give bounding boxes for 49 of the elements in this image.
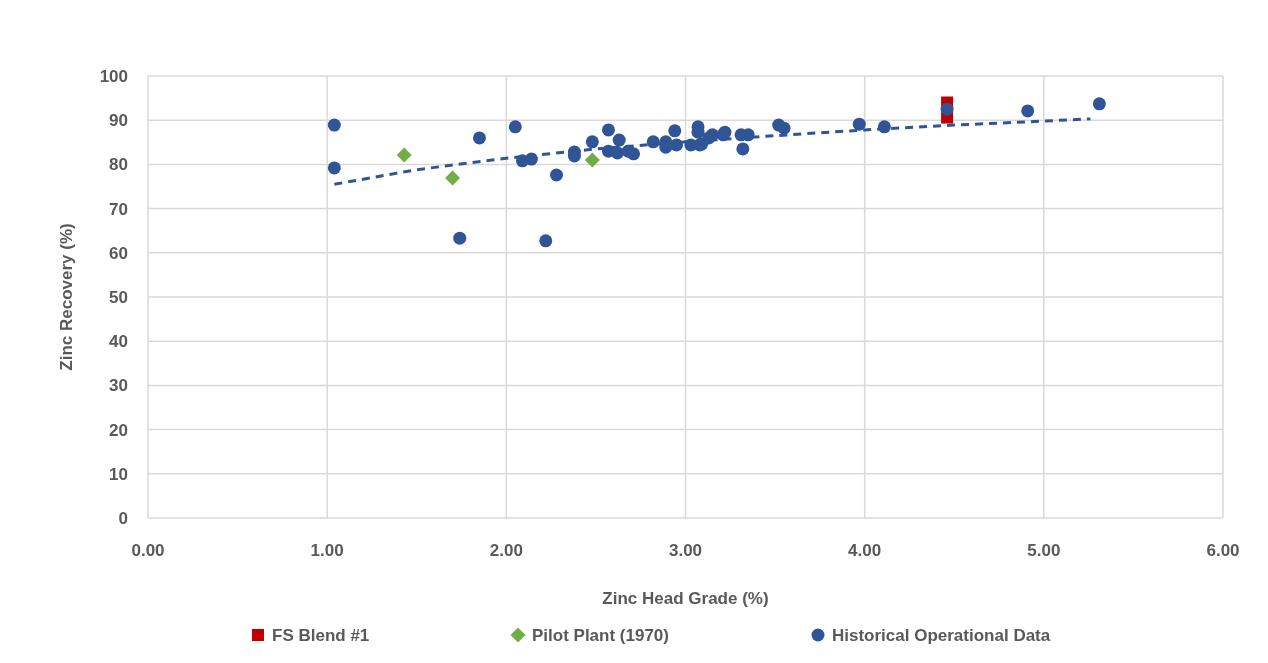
point bbox=[585, 135, 599, 149]
point bbox=[1092, 97, 1106, 111]
point bbox=[668, 124, 682, 138]
point bbox=[736, 142, 750, 156]
point bbox=[550, 168, 563, 182]
y-tick-label: 50 bbox=[109, 287, 128, 307]
y-tick-label: 80 bbox=[109, 155, 128, 175]
y-axis-title: Zinc Recovery (%) bbox=[57, 223, 76, 371]
y-tick-label: 0 bbox=[118, 508, 128, 528]
y-tick-label: 90 bbox=[109, 111, 128, 131]
x-tick-label: 2.00 bbox=[489, 541, 523, 560]
y-tick-label: 30 bbox=[109, 376, 128, 396]
y-tick-label: 10 bbox=[109, 464, 128, 484]
point bbox=[584, 152, 600, 168]
x-tick-label: 3.00 bbox=[668, 541, 703, 560]
point bbox=[670, 138, 684, 152]
legend-label: FS Blend #1 bbox=[272, 625, 370, 645]
point bbox=[445, 170, 461, 186]
point bbox=[646, 135, 660, 149]
x-tick-label: 0.00 bbox=[131, 541, 165, 560]
legend-label: Pilot Plant (1970) bbox=[532, 625, 669, 645]
point bbox=[852, 117, 866, 131]
point bbox=[1021, 104, 1035, 118]
x-axis-title: Zinc Head Grade (%) bbox=[602, 589, 769, 608]
point bbox=[327, 161, 341, 175]
point bbox=[524, 152, 538, 166]
point bbox=[472, 131, 486, 145]
y-tick-label: 40 bbox=[109, 332, 128, 352]
y-tick-label: 60 bbox=[109, 243, 128, 263]
x-tick-label: 5.00 bbox=[1027, 541, 1061, 560]
point bbox=[877, 120, 891, 134]
point bbox=[777, 121, 791, 135]
point bbox=[940, 102, 954, 116]
point bbox=[396, 147, 412, 163]
point bbox=[601, 123, 615, 137]
point bbox=[612, 133, 626, 147]
y-tick-label: 20 bbox=[109, 420, 128, 440]
x-tick-label: 6.00 bbox=[1206, 541, 1240, 560]
point bbox=[453, 231, 467, 245]
y-tick-label: 100 bbox=[99, 66, 128, 86]
x-tick-label: 4.00 bbox=[848, 541, 882, 560]
x-tick-label: 1.00 bbox=[310, 541, 344, 560]
point bbox=[539, 234, 553, 248]
point bbox=[627, 147, 641, 161]
legend-label: Historical Operational Data bbox=[832, 625, 1051, 645]
point bbox=[610, 146, 624, 160]
point bbox=[508, 120, 522, 134]
y-tick-label: 70 bbox=[109, 199, 128, 219]
point bbox=[327, 118, 341, 132]
